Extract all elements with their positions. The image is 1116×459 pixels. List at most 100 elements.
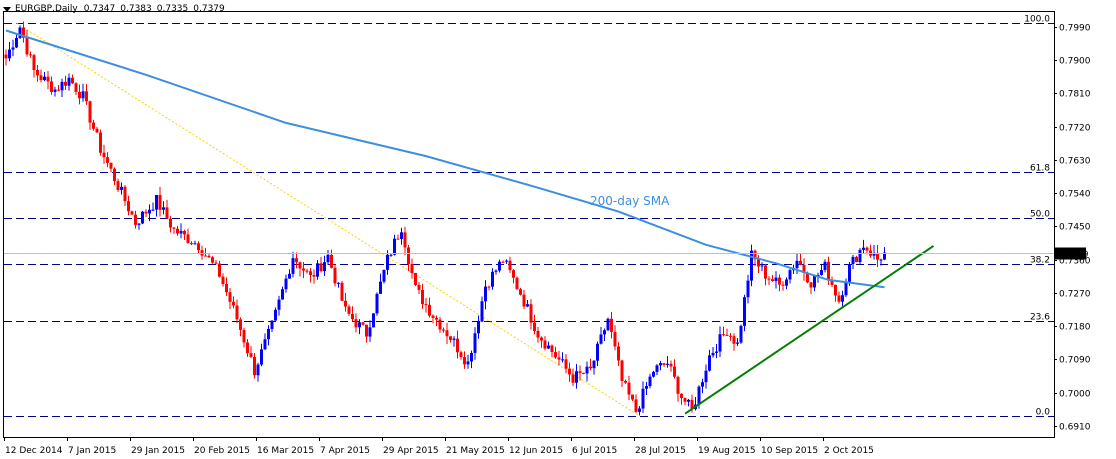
- candle-body: [389, 254, 393, 256]
- candle-body: [648, 376, 652, 387]
- close-value: 0.7379: [193, 4, 225, 14]
- x-tick-label: 21 May 2015: [446, 446, 505, 456]
- candle-body: [316, 263, 319, 277]
- candle-body: [39, 75, 43, 81]
- candle-body: [312, 275, 316, 277]
- candle-body: [484, 286, 487, 302]
- candle-body: [711, 352, 715, 356]
- candle-body: [99, 132, 102, 153]
- candle-body: [676, 376, 680, 394]
- candle-body: [515, 277, 519, 290]
- candle-body: [396, 238, 400, 240]
- candle-body: [284, 278, 288, 290]
- candle-body: [127, 201, 130, 212]
- candle-body: [634, 399, 638, 412]
- candle-body: [501, 261, 505, 263]
- candle-body: [32, 55, 36, 70]
- candle-body: [613, 331, 617, 347]
- candle-body: [771, 279, 774, 282]
- candle-body: [375, 293, 379, 314]
- x-tick-label: 10 Sep 2015: [761, 446, 818, 456]
- y-tick-label: 0.7090: [1059, 356, 1091, 366]
- candle-body: [15, 37, 18, 48]
- candle-body: [372, 313, 375, 328]
- candle-body: [736, 342, 739, 344]
- candle-body: [253, 356, 256, 376]
- y-tick-label: 0.7990: [1059, 24, 1091, 34]
- open-value: 0.7347: [83, 4, 116, 14]
- x-tick-label: 2 Oct 2015: [824, 446, 874, 456]
- candle-body: [144, 211, 148, 214]
- candle-body: [729, 335, 732, 337]
- candle-body: [176, 228, 179, 234]
- candle-body: [690, 399, 694, 410]
- fib-label: 50.0: [1030, 210, 1050, 220]
- candle-body: [785, 279, 788, 286]
- y-tick-label: 0.7540: [1059, 190, 1091, 200]
- candle-body: [57, 89, 60, 91]
- candle-body: [116, 181, 120, 190]
- candle-body: [575, 371, 578, 383]
- candle-body: [81, 91, 85, 99]
- candle-body: [470, 352, 473, 362]
- candle-body: [848, 264, 851, 283]
- candle-body: [333, 267, 337, 284]
- candle-body: [169, 218, 172, 228]
- candle-body: [162, 207, 165, 210]
- candle-body: [214, 262, 218, 264]
- candle-body: [568, 368, 571, 375]
- candle-body: [358, 322, 361, 328]
- chart-header: EURGBP,Daily 0.7347 0.7383 0.7335 0.7379: [3, 2, 230, 16]
- y-axis: 0.7990 0.7900 0.7810 0.7720 0.7630 0.7540 0.74…: [1054, 24, 1091, 433]
- candle-body: [295, 258, 298, 263]
- candle-body: [659, 363, 662, 366]
- candle-body: [652, 371, 655, 377]
- x-tick-label: 16 Mar 2015: [257, 446, 314, 456]
- chart-menu-icon[interactable]: [3, 6, 11, 12]
- price-box-label: 0.7379: [1057, 250, 1089, 260]
- candle-body: [543, 340, 547, 349]
- candle-body: [564, 359, 568, 369]
- candle-body: [400, 232, 403, 239]
- sma-annotation: 200-day SMA: [590, 194, 670, 208]
- x-tick-label: 12 Jun 2015: [509, 446, 563, 456]
- candle-body: [841, 295, 844, 302]
- candlesticks: [4, 21, 886, 416]
- candle-body: [8, 49, 11, 59]
- candle-body: [522, 294, 526, 307]
- x-tick-label: 29 Apr 2015: [383, 446, 439, 456]
- candle-body: [197, 243, 200, 251]
- current-price-line: 0.7379: [4, 247, 1089, 260]
- candle-body: [323, 262, 326, 272]
- candle-body: [431, 315, 435, 318]
- y-tick-label: 0.7000: [1059, 390, 1091, 400]
- candle-body: [589, 366, 592, 369]
- candle-body: [865, 247, 869, 251]
- candle-body: [18, 27, 22, 38]
- candle-body: [417, 284, 421, 290]
- candle-body: [627, 382, 631, 395]
- candle-body: [473, 333, 477, 353]
- candle-body: [155, 194, 158, 210]
- candle-body: [750, 250, 753, 281]
- candle-body: [722, 334, 725, 336]
- candle-body: [806, 272, 809, 283]
- candle-body: [655, 365, 659, 372]
- fibonacci-diagonal: [16, 22, 640, 417]
- candle-body: [200, 250, 204, 256]
- candle-body: [687, 399, 690, 402]
- candle-body: [246, 342, 249, 354]
- y-tick-label: 0.7270: [1059, 290, 1091, 300]
- candle-body: [760, 265, 764, 267]
- candle-body: [582, 372, 585, 374]
- candle-body: [88, 101, 92, 123]
- high-value: 0.7383: [120, 4, 152, 14]
- y-tick-label: 0.7180: [1059, 323, 1091, 333]
- candle-body: [407, 247, 410, 264]
- candle-body: [746, 280, 750, 298]
- candle-body: [708, 355, 711, 371]
- candle-body: [526, 304, 529, 307]
- y-tick-label: 0.7720: [1059, 124, 1091, 134]
- candle-body: [466, 361, 470, 365]
